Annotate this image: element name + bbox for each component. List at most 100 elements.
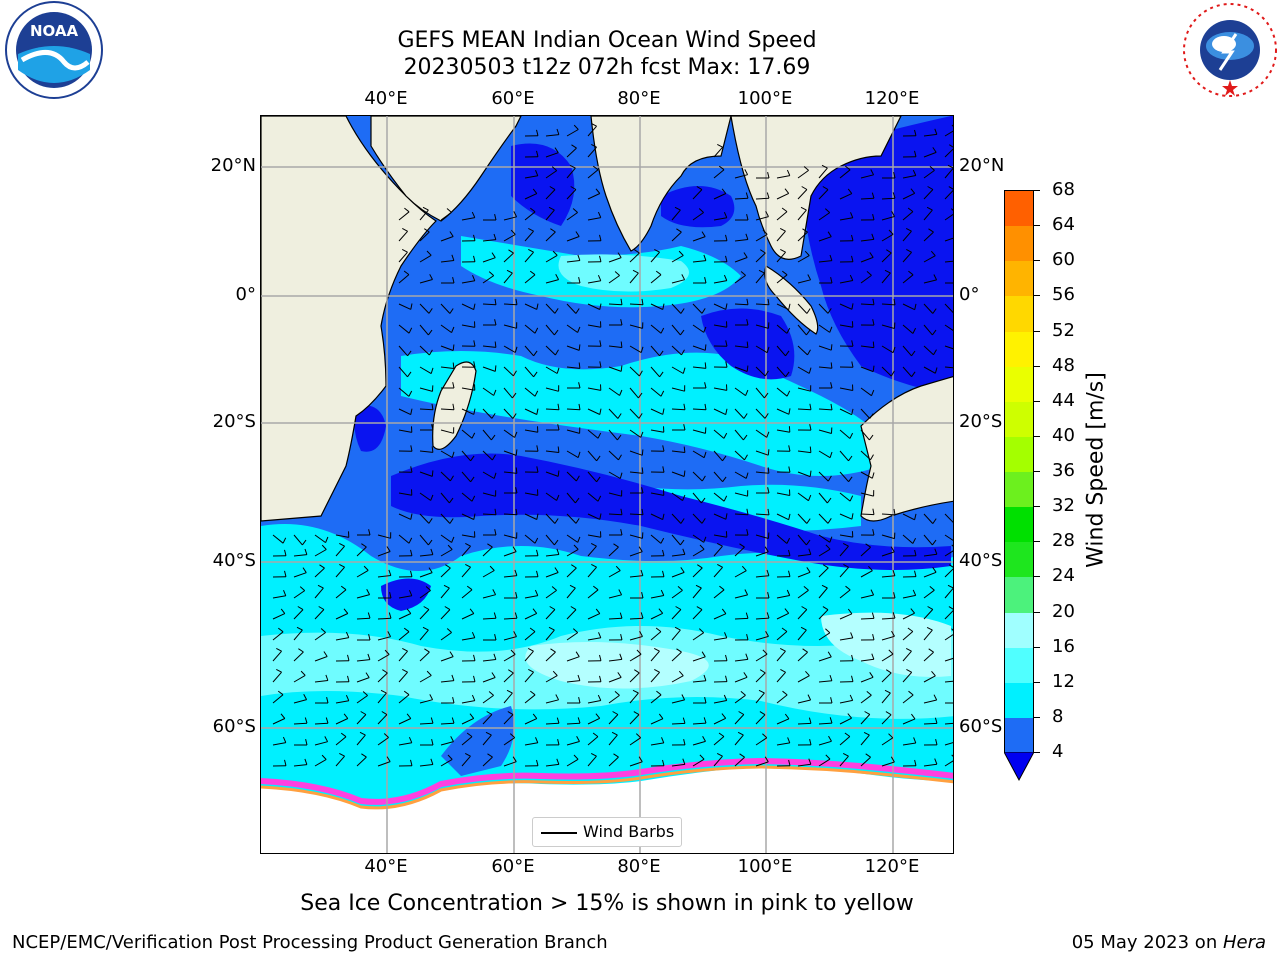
wind-barb: [524, 595, 538, 599]
wind-barb-flag: [553, 539, 559, 546]
wind-barb-flag: [613, 753, 619, 758]
wind-barb: [482, 734, 492, 746]
wind-barb-flag: [548, 626, 555, 631]
wind-barb-flag: [577, 254, 581, 261]
wind-barb: [881, 272, 891, 284]
wind-barb: [440, 587, 450, 599]
wind-barb: [566, 167, 576, 179]
wind-barb-flag: [697, 564, 703, 569]
wind-barb: [650, 345, 660, 357]
wind-barb: [482, 366, 496, 372]
wind-barb-flag: [512, 370, 517, 377]
wind-barb: [944, 130, 953, 137]
wind-barb: [440, 534, 452, 543]
wind-barb: [566, 450, 579, 459]
wind-barb-flag: [843, 563, 849, 568]
wind-barb: [293, 534, 303, 546]
wind-barb-flag: [617, 672, 622, 678]
wind-barb-flag: [914, 570, 917, 577]
wind-barb-flag: [407, 350, 412, 357]
wind-barb: [335, 566, 345, 578]
wind-barb: [839, 408, 852, 416]
colorbar-tick-label: 16: [1052, 635, 1075, 657]
wind-barb: [902, 513, 915, 521]
wind-barb-flag: [893, 592, 896, 599]
wind-barb-flag: [884, 269, 891, 274]
wind-barb: [335, 755, 345, 767]
wind-barb-flag: [449, 308, 454, 314]
colorbar-tick-label: 24: [1052, 565, 1075, 587]
wind-barb-flag: [788, 408, 791, 415]
wind-barb: [734, 387, 746, 397]
wind-barb-flag: [447, 544, 453, 550]
wind-barb: [839, 471, 849, 483]
wind-barb-flag: [948, 564, 953, 568]
wind-barb: [881, 303, 896, 306]
wind-barb-flag: [430, 367, 434, 374]
wind-barb-flag: [578, 382, 581, 389]
wind-barb: [734, 197, 749, 200]
wind-barb: [503, 534, 517, 539]
wind-barb: [503, 324, 517, 329]
wind-barb-flag: [659, 350, 664, 357]
wind-barb: [839, 429, 851, 439]
wind-barb: [902, 534, 914, 544]
colorbar-tick-mark: [1033, 752, 1040, 753]
wind-barb-flag: [762, 649, 768, 655]
wind-barb-flag: [410, 570, 413, 577]
wind-barb-flag: [403, 690, 410, 696]
wind-barb: [692, 632, 704, 641]
wind-barb: [566, 609, 577, 620]
wind-barb-flag: [746, 319, 749, 326]
wind-barb-flag: [613, 543, 619, 548]
wind-barb-flag: [781, 207, 788, 213]
wind-barb-flag: [557, 446, 560, 453]
wind-barb-flag: [423, 606, 430, 610]
wind-barb: [797, 450, 811, 454]
wind-barb-flag: [636, 649, 642, 655]
wind-barb-flag: [599, 408, 602, 415]
wind-barb: [566, 758, 579, 767]
wind-barb: [566, 324, 578, 333]
wind-barb-flag: [934, 548, 938, 555]
wind-barb-flag: [599, 361, 602, 368]
wind-barb-flag: [849, 432, 854, 439]
wind-barb: [524, 429, 538, 433]
wind-barb: [881, 737, 894, 746]
wind-barb-flag: [949, 144, 953, 148]
wind-barb-flag: [803, 586, 809, 591]
wind-barb: [629, 534, 643, 539]
wind-barb: [503, 714, 514, 725]
wind-barb-flag: [830, 276, 833, 284]
wind-barb-flag: [554, 567, 559, 573]
wind-barb: [671, 553, 685, 557]
colorbar-tick-label: 12: [1052, 670, 1075, 692]
wind-barb-flag: [870, 169, 875, 176]
deep-blue-south-blob: [381, 578, 431, 611]
wind-barb-flag: [912, 327, 917, 334]
wind-barb: [503, 761, 517, 767]
wind-barb-flag: [635, 733, 642, 739]
land-sumatra: [764, 265, 819, 335]
bottom-lon-tick: 100°E: [737, 856, 793, 877]
wind-barb-flag: [430, 494, 434, 501]
wind-barb: [902, 694, 914, 704]
wind-barb: [503, 513, 518, 516]
wind-barb: [377, 617, 392, 620]
wind-barb-flag: [760, 249, 766, 254]
wind-barb: [503, 653, 516, 662]
wind-barb: [545, 279, 559, 284]
wind-barb-flag: [704, 403, 707, 410]
wind-barb: [923, 169, 935, 179]
wind-barb-flag: [763, 392, 769, 399]
wind-barb-flag: [515, 591, 518, 599]
wind-barb-flag: [554, 308, 559, 314]
wind-barb: [902, 594, 916, 599]
wind-barb: [860, 345, 874, 349]
wind-barb: [671, 675, 684, 683]
wind-barb-flag: [927, 186, 934, 190]
wind-barb: [482, 617, 497, 620]
wind-barb: [503, 636, 517, 641]
wind-barb-flag: [704, 362, 707, 369]
wind-barb-flag: [596, 476, 601, 483]
